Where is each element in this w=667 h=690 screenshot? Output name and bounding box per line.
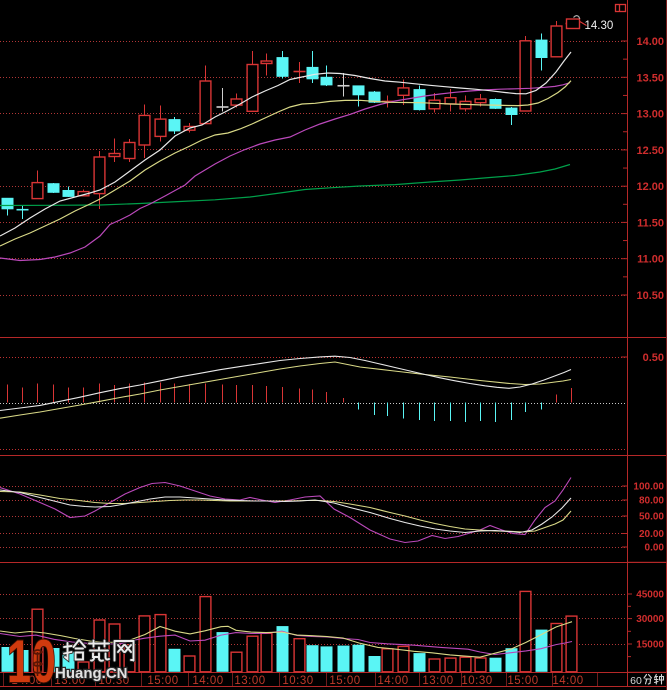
svg-text:20.00: 20.00 — [639, 529, 664, 540]
svg-text:14:00: 14:00 — [552, 675, 583, 687]
svg-text:14:00: 14:00 — [11, 675, 42, 687]
svg-text:13:00: 13:00 — [54, 675, 85, 687]
svg-text:Huang.CN: Huang.CN — [55, 665, 128, 682]
svg-text:45000: 45000 — [636, 590, 664, 601]
svg-text:100.00: 100.00 — [633, 482, 664, 493]
svg-text:15000: 15000 — [636, 640, 664, 651]
svg-text:10:30: 10:30 — [461, 675, 492, 687]
svg-text:14:00: 14:00 — [377, 675, 408, 687]
svg-text:10:30: 10:30 — [282, 675, 313, 687]
svg-text:15:00: 15:00 — [507, 675, 538, 687]
svg-text:11.50: 11.50 — [637, 217, 664, 229]
svg-text:30000: 30000 — [636, 614, 664, 625]
svg-text:10:30: 10:30 — [98, 675, 129, 687]
svg-text:0.00: 0.00 — [645, 543, 665, 554]
svg-text:14:00: 14:00 — [192, 675, 223, 687]
svg-text:80.00: 80.00 — [639, 496, 664, 507]
svg-text:50.00: 50.00 — [639, 512, 664, 523]
svg-text:13:00: 13:00 — [234, 675, 265, 687]
svg-text:14.30: 14.30 — [585, 20, 614, 32]
svg-text:13.50: 13.50 — [636, 72, 664, 84]
svg-text:13:00: 13:00 — [422, 675, 453, 687]
svg-text:14.00: 14.00 — [636, 36, 664, 48]
svg-text:11.00: 11.00 — [637, 254, 664, 266]
svg-text:10: 10 — [7, 629, 56, 690]
svg-text:0.50: 0.50 — [643, 352, 664, 364]
svg-text:10.50: 10.50 — [636, 290, 664, 302]
svg-text:12.50: 12.50 — [636, 145, 664, 157]
svg-text:15:00: 15:00 — [147, 675, 178, 687]
svg-text:15:00: 15:00 — [329, 675, 360, 687]
svg-text:12.00: 12.00 — [636, 181, 664, 193]
svg-text:13.00: 13.00 — [636, 109, 664, 121]
svg-text:60: 60 — [630, 675, 642, 687]
